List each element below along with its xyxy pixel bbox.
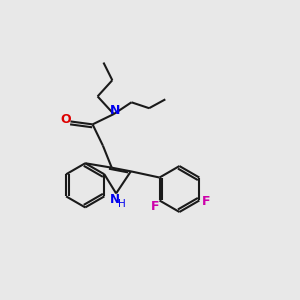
Text: H: H: [118, 199, 126, 209]
Text: F: F: [151, 200, 159, 214]
Text: O: O: [60, 113, 70, 126]
Text: F: F: [202, 196, 210, 208]
Text: N: N: [110, 194, 120, 206]
Text: N: N: [110, 104, 120, 117]
